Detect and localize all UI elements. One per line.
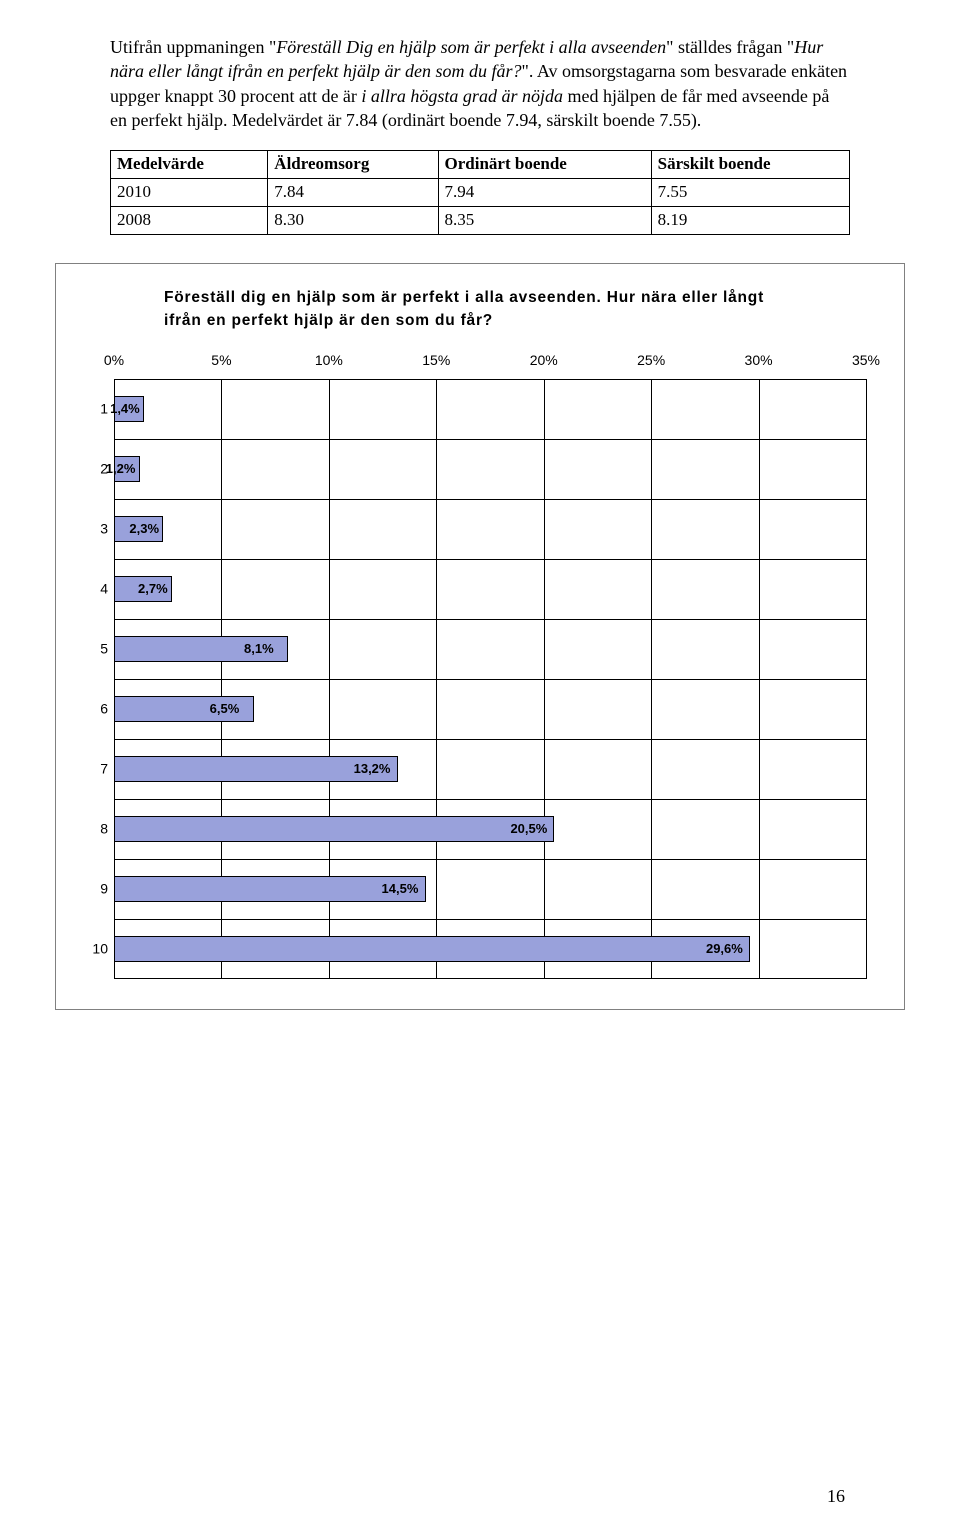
x-tick-label: 5% bbox=[211, 351, 231, 370]
td: 7.94 bbox=[438, 179, 651, 207]
intro-paragraph: Utifrån uppmaningen "Föreställ Dig en hj… bbox=[110, 35, 850, 132]
td: 8.35 bbox=[438, 207, 651, 235]
chart-row: 820,5% bbox=[114, 799, 866, 859]
chart-title: Föreställ dig en hjälp som är perfekt i … bbox=[164, 286, 784, 333]
chart-row: 42,7% bbox=[114, 559, 866, 619]
bar bbox=[114, 816, 554, 842]
page-number: 16 bbox=[827, 1484, 845, 1508]
chart-row: 32,3% bbox=[114, 499, 866, 559]
y-axis-label: 4 bbox=[86, 579, 108, 598]
chart-plot: 11,4%21,2%32,3%42,7%58,1%66,5%713,2%820,… bbox=[114, 379, 866, 979]
y-axis-label: 10 bbox=[86, 939, 108, 958]
bar-value-label: 1,4% bbox=[110, 400, 140, 418]
bar-value-label: 29,6% bbox=[706, 940, 743, 958]
bar-value-label: 2,7% bbox=[138, 580, 168, 598]
bar bbox=[114, 936, 750, 962]
y-axis-label: 6 bbox=[86, 699, 108, 718]
y-axis-label: 9 bbox=[86, 879, 108, 898]
x-tick-label: 25% bbox=[637, 351, 665, 370]
chart-row: 713,2% bbox=[114, 739, 866, 799]
y-axis-label: 3 bbox=[86, 519, 108, 538]
table-row: 2010 7.84 7.94 7.55 bbox=[111, 179, 850, 207]
gridline bbox=[866, 379, 867, 979]
bar bbox=[114, 876, 426, 902]
x-tick-label: 30% bbox=[745, 351, 773, 370]
x-axis: 0%5%10%15%20%25%30%35% bbox=[114, 351, 866, 375]
p1-em3: i allra högsta grad är nöjda bbox=[361, 86, 563, 106]
chart-row: 1029,6% bbox=[114, 919, 866, 979]
chart-row: 66,5% bbox=[114, 679, 866, 739]
bar-value-label: 13,2% bbox=[354, 760, 391, 778]
mean-value-table: Medelvärde Äldreomsorg Ordinärt boende S… bbox=[110, 150, 850, 235]
td: 7.55 bbox=[651, 179, 849, 207]
y-axis-label: 7 bbox=[86, 759, 108, 778]
bar-value-label: 1,2% bbox=[106, 460, 136, 478]
td: 7.84 bbox=[268, 179, 438, 207]
p1-pre: Utifrån uppmaningen " bbox=[110, 37, 276, 57]
x-tick-label: 10% bbox=[315, 351, 343, 370]
table-row: 2008 8.30 8.35 8.19 bbox=[111, 207, 850, 235]
td: 2008 bbox=[111, 207, 268, 235]
table-header-row: Medelvärde Äldreomsorg Ordinärt boende S… bbox=[111, 151, 850, 179]
x-tick-label: 35% bbox=[852, 351, 880, 370]
bar-value-label: 20,5% bbox=[510, 820, 547, 838]
y-axis-label: 1 bbox=[86, 399, 108, 418]
chart-row: 914,5% bbox=[114, 859, 866, 919]
y-axis-label: 5 bbox=[86, 639, 108, 658]
chart-area: 0%5%10%15%20%25%30%35% 11,4%21,2%32,3%42… bbox=[100, 351, 866, 979]
x-tick-label: 20% bbox=[530, 351, 558, 370]
chart-row: 58,1% bbox=[114, 619, 866, 679]
td: 8.30 bbox=[268, 207, 438, 235]
y-axis-label: 2 bbox=[86, 459, 108, 478]
bar-value-label: 6,5% bbox=[210, 700, 240, 718]
th-3: Särskilt boende bbox=[651, 151, 849, 179]
p1-mid1: " ställdes frågan " bbox=[666, 37, 794, 57]
y-axis-label: 8 bbox=[86, 819, 108, 838]
x-tick-label: 0% bbox=[104, 351, 124, 370]
th-0: Medelvärde bbox=[111, 151, 268, 179]
chart-container: Föreställ dig en hjälp som är perfekt i … bbox=[55, 263, 905, 1010]
bar-value-label: 8,1% bbox=[244, 640, 274, 658]
bar-value-label: 14,5% bbox=[382, 880, 419, 898]
th-1: Äldreomsorg bbox=[268, 151, 438, 179]
th-2: Ordinärt boende bbox=[438, 151, 651, 179]
bar-value-label: 2,3% bbox=[129, 520, 159, 538]
td: 2010 bbox=[111, 179, 268, 207]
chart-row: 21,2% bbox=[114, 439, 866, 499]
td: 8.19 bbox=[651, 207, 849, 235]
chart-row: 11,4% bbox=[114, 379, 866, 439]
x-tick-label: 15% bbox=[422, 351, 450, 370]
p1-em1: Föreställ Dig en hjälp som är perfekt i … bbox=[276, 37, 666, 57]
